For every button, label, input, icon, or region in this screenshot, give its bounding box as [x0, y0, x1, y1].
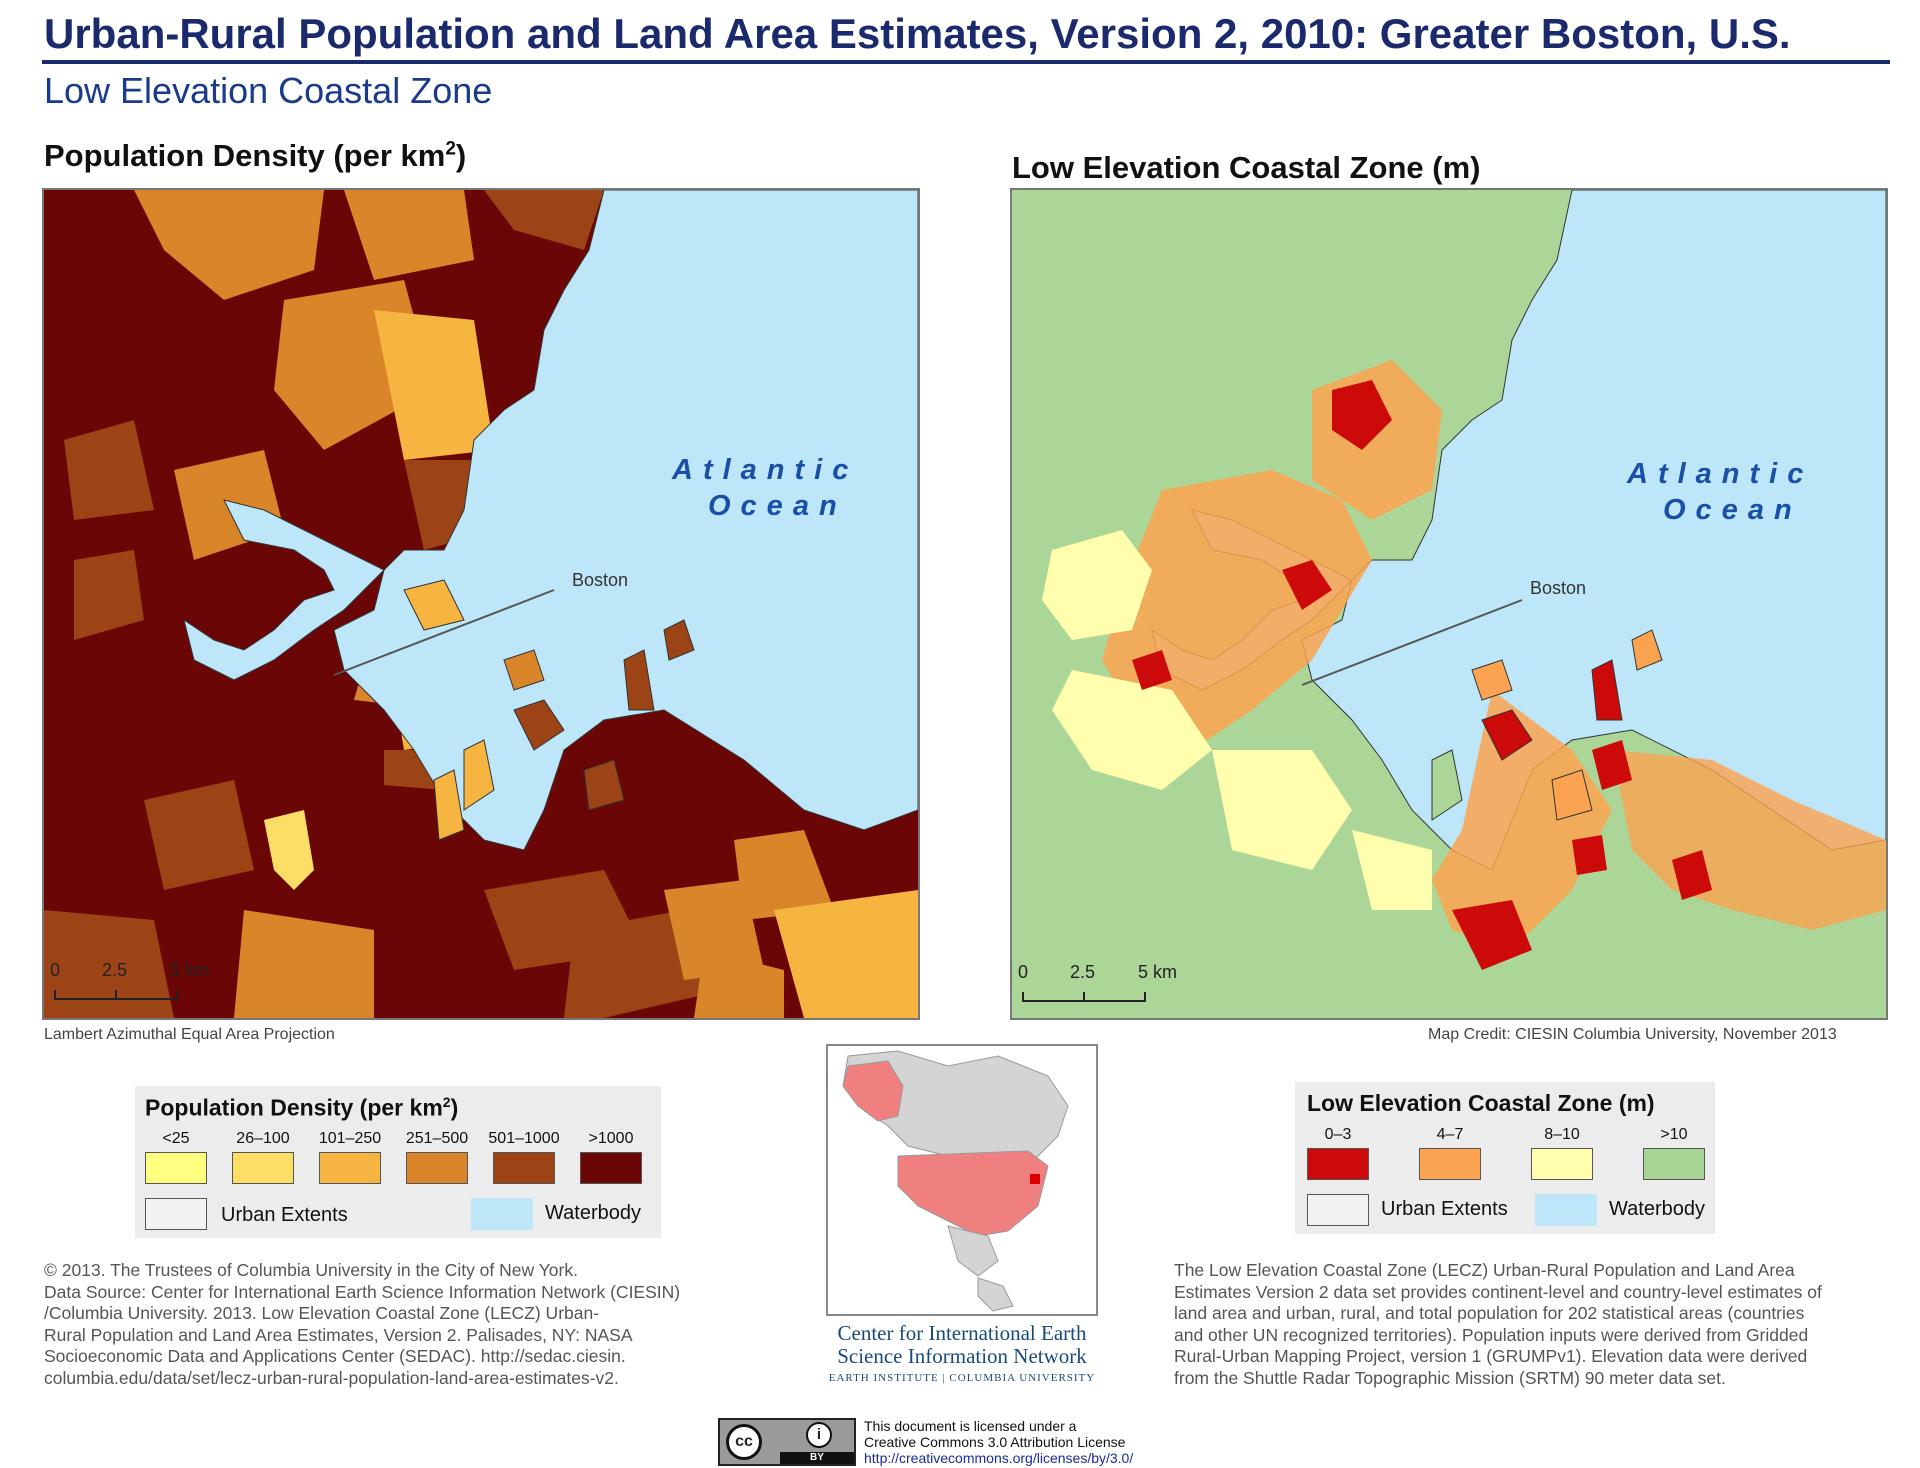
waterbody-label: Waterbody	[545, 1202, 641, 1224]
legend-class-swatch	[1419, 1148, 1481, 1180]
left-city-label: Boston	[572, 570, 629, 590]
urban-extents-swatch	[145, 1198, 207, 1230]
legend-class-swatch	[1643, 1148, 1705, 1180]
urban-extents-label: Urban Extents	[1381, 1198, 1508, 1220]
legend-class-label: >10	[1660, 1126, 1688, 1143]
legend-class-label: 8–10	[1544, 1126, 1580, 1143]
map-credit: Map Credit: CIESIN Columbia University, …	[1428, 1026, 1837, 1043]
left-ocean-label-line2: Ocean	[708, 490, 847, 522]
right-scale-tick-2: 5 km	[1138, 962, 1178, 982]
legend-class-swatch	[1531, 1148, 1593, 1180]
legend-class-swatch	[493, 1152, 555, 1184]
data-source-block: © 2013. The Trustees of Columbia Univers…	[44, 1260, 744, 1389]
population-density-map-canvas	[44, 190, 918, 1018]
legend-class-label: 501–1000	[488, 1130, 560, 1147]
projection-note: Lambert Azimuthal Equal Area Projection	[44, 1026, 335, 1043]
page-subtitle: Low Elevation Coastal Zone	[44, 70, 493, 111]
license-link[interactable]: http://creativecommons.org/licenses/by/3…	[864, 1450, 1134, 1466]
locator-inset-canvas	[842, 1050, 1069, 1312]
legend-class-label: <25	[162, 1130, 190, 1147]
description-line: and other UN recognized territories). Po…	[1174, 1324, 1809, 1345]
right-ocean-label-line2: Ocean	[1663, 494, 1802, 526]
ciesin-name-line1: Center for International Earth	[837, 1321, 1087, 1345]
ciesin-affiliation: EARTH INSTITUTE | COLUMBIA UNIVERSITY	[828, 1372, 1096, 1384]
lecz-legend: Low Elevation Coastal Zone (m) 0–3 4–7 8–1…	[1295, 1082, 1715, 1234]
right-scale-bar: 0 2.5 5 km	[1018, 962, 1218, 1007]
description-line: The Low Elevation Coastal Zone (LECZ) Ur…	[1174, 1260, 1795, 1280]
density-legend-title: Population Density (per km2)	[145, 1094, 459, 1121]
left-scale-bar: 0 2.5 5 km	[50, 960, 250, 1005]
waterbody-swatch	[471, 1198, 533, 1230]
urban-extents-label: Urban Extents	[221, 1204, 348, 1226]
locator-inset-map	[826, 1044, 1098, 1316]
waterbody-swatch	[1535, 1194, 1597, 1226]
legend-class-swatch	[580, 1152, 642, 1184]
right-map-title: Low Elevation Coastal Zone (m)	[1012, 150, 1481, 185]
legend-class-label: 0–3	[1324, 1126, 1352, 1143]
attribution-person-icon: i	[806, 1422, 832, 1448]
data-source-line: Rural Population and Land Area Estimates…	[44, 1324, 633, 1345]
data-source-line: /Columbia University. 2013. Low Elevatio…	[44, 1303, 600, 1323]
data-source-line: columbia.edu/data/set/lecz-urban-rural-p…	[44, 1367, 619, 1388]
license-line2: Creative Commons 3.0 Attribution License	[864, 1434, 1126, 1450]
by-badge: BY	[780, 1452, 854, 1464]
description-line: Rural-Urban Mapping Project, version 1 (…	[1174, 1346, 1808, 1366]
description-block: The Low Elevation Coastal Zone (LECZ) Ur…	[1174, 1260, 1894, 1389]
legend-class-swatch	[1307, 1148, 1369, 1180]
legend-class-label: 4–7	[1436, 1126, 1464, 1143]
legend-class-swatch	[232, 1152, 294, 1184]
page-title: Urban-Rural Population and Land Area Est…	[44, 10, 1791, 57]
lecz-map[interactable]	[1010, 188, 1888, 1020]
license-line1: This document is licensed under a	[864, 1418, 1077, 1434]
right-scale-tick-1: 2.5	[1070, 962, 1096, 982]
left-scale-tick-0: 0	[50, 960, 61, 980]
legend-class-label: 26–100	[236, 1130, 290, 1147]
cc-icon: cc	[726, 1424, 762, 1460]
left-scale-tick-1: 2.5	[102, 960, 128, 980]
urban-extents-swatch	[1307, 1194, 1369, 1226]
lecz-map-canvas	[1012, 190, 1886, 1018]
legend-class-swatch	[145, 1152, 207, 1184]
data-source-line: © 2013. The Trustees of Columbia Univers…	[44, 1260, 578, 1280]
description-line: from the Shuttle Radar Topographic Missi…	[1174, 1367, 1726, 1388]
data-source-line: Data Source: Center for International Ea…	[44, 1281, 681, 1302]
description-line: Estimates Version 2 data set provides co…	[1174, 1281, 1822, 1302]
right-scale-tick-0: 0	[1018, 962, 1029, 982]
data-source-line: Socioeconomic Data and Applications Cent…	[44, 1346, 626, 1366]
lecz-legend-title: Low Elevation Coastal Zone (m)	[1307, 1090, 1655, 1116]
legend-class-swatch	[319, 1152, 381, 1184]
left-ocean-label-line1: Atlantic	[672, 454, 859, 486]
population-density-map[interactable]	[42, 188, 920, 1020]
legend-class-label: >1000	[588, 1130, 634, 1147]
waterbody-label: Waterbody	[1609, 1198, 1705, 1220]
description-line: land area and urban, rural, and total po…	[1174, 1303, 1805, 1323]
license-text: This document is licensed under a Creati…	[864, 1418, 1133, 1466]
legend-class-swatch	[406, 1152, 468, 1184]
legend-class-label: 101–250	[318, 1130, 382, 1147]
left-map-title: Population Density (per km2)	[44, 138, 467, 173]
right-city-label: Boston	[1530, 578, 1587, 598]
creative-commons-logo[interactable]: cc i BY	[718, 1418, 856, 1466]
legend-class-label: 251–500	[405, 1130, 469, 1147]
title-divider	[42, 60, 1890, 64]
population-density-legend: Population Density (per km2) <25 26–100 10…	[135, 1086, 661, 1238]
left-scale-tick-2: 5 km	[170, 960, 210, 980]
right-ocean-label-line1: Atlantic	[1627, 458, 1814, 490]
ciesin-name-line2: Science Information Network	[837, 1344, 1087, 1368]
